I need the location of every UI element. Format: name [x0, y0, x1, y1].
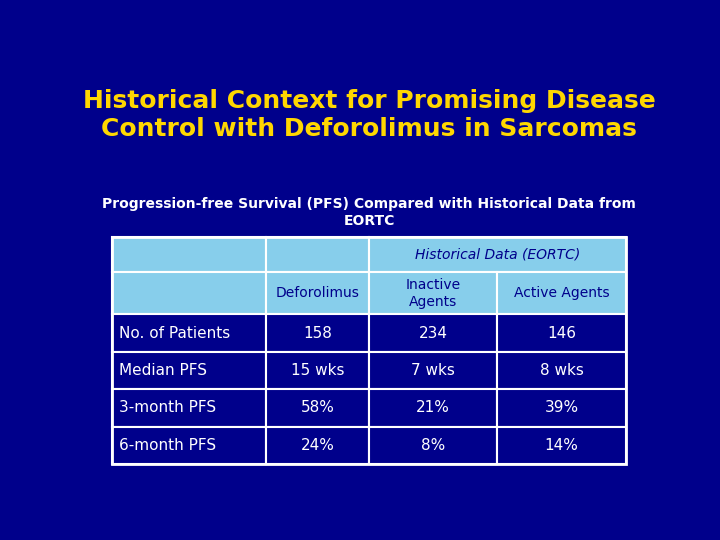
- Bar: [369, 314, 498, 352]
- Text: 8 wks: 8 wks: [539, 363, 583, 378]
- Text: Historical Data (EORTC): Historical Data (EORTC): [415, 248, 580, 262]
- Bar: [266, 273, 369, 314]
- Text: 234: 234: [418, 326, 448, 341]
- Bar: [266, 389, 369, 427]
- Bar: [498, 314, 626, 352]
- Text: 58%: 58%: [301, 400, 335, 415]
- Text: 39%: 39%: [544, 400, 579, 415]
- Bar: [266, 314, 369, 352]
- Bar: [112, 389, 266, 427]
- Bar: [498, 352, 626, 389]
- Bar: [266, 352, 369, 389]
- Text: 6-month PFS: 6-month PFS: [119, 438, 216, 453]
- Bar: [369, 238, 626, 273]
- Text: Inactive
Agents: Inactive Agents: [405, 278, 461, 308]
- Bar: [112, 238, 266, 273]
- Text: 146: 146: [547, 326, 576, 341]
- Bar: [498, 389, 626, 427]
- Text: Progression-free Survival (PFS) Compared with Historical Data from
EORTC: Progression-free Survival (PFS) Compared…: [102, 197, 636, 227]
- Bar: [369, 352, 498, 389]
- Text: No. of Patients: No. of Patients: [119, 326, 230, 341]
- Text: Deforolimus: Deforolimus: [276, 286, 359, 300]
- Text: Historical Context for Promising Disease
Control with Deforolimus in Sarcomas: Historical Context for Promising Disease…: [83, 89, 655, 140]
- Bar: [369, 389, 498, 427]
- Text: Median PFS: Median PFS: [119, 363, 207, 378]
- Text: 15 wks: 15 wks: [291, 363, 344, 378]
- Bar: [112, 352, 266, 389]
- Text: 21%: 21%: [416, 400, 450, 415]
- Bar: [498, 427, 626, 464]
- Bar: [112, 427, 266, 464]
- Text: 8%: 8%: [421, 438, 445, 453]
- Text: Active Agents: Active Agents: [513, 286, 609, 300]
- Bar: [369, 273, 498, 314]
- Bar: [266, 427, 369, 464]
- Bar: [112, 238, 626, 464]
- Text: 24%: 24%: [301, 438, 335, 453]
- Text: 3-month PFS: 3-month PFS: [119, 400, 216, 415]
- Text: 158: 158: [303, 326, 332, 341]
- Text: 7 wks: 7 wks: [411, 363, 455, 378]
- Bar: [112, 273, 266, 314]
- Bar: [112, 314, 266, 352]
- Bar: [369, 427, 498, 464]
- Bar: [266, 238, 369, 273]
- Bar: [498, 273, 626, 314]
- Text: 14%: 14%: [544, 438, 578, 453]
